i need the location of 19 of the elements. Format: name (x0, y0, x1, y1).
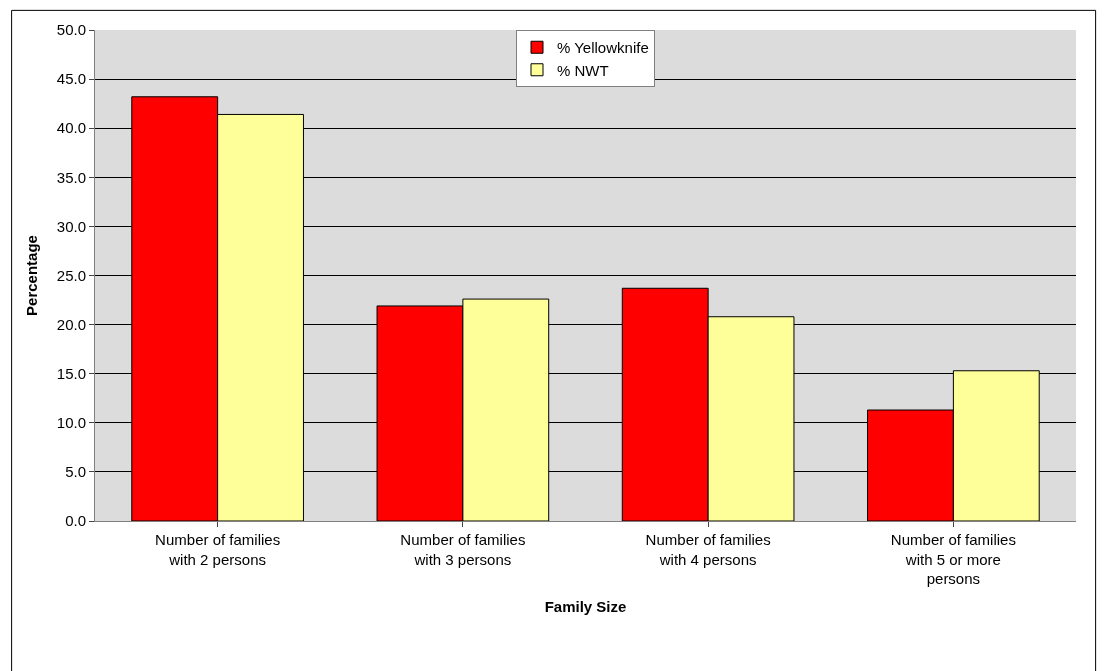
y-tick-label: 15.0 (56, 364, 86, 382)
legend-label: % NWT (557, 61, 609, 79)
x-axis-title: Family Size (544, 598, 627, 615)
y-tick-label: 10.0 (56, 414, 86, 432)
y-tick-label: 0.0 (65, 512, 86, 530)
y-tick-label: 35.0 (56, 168, 86, 186)
x-tick-label: Number of families with 2 persons (155, 531, 281, 568)
legend-label: % Yellowknife (557, 39, 649, 57)
x-tick-label: Number of families with 5 or more persons (890, 531, 1016, 587)
y-tick-label: 45.0 (56, 70, 86, 88)
y-tick-label: 40.0 (56, 119, 86, 137)
y-tick-label: 30.0 (56, 217, 86, 235)
y-tick-label: 5.0 (65, 463, 86, 481)
y-tick-label: 25.0 (56, 266, 86, 284)
x-tick-label: Number of families with 3 persons (400, 531, 526, 568)
x-tick-label: Number of families with 4 persons (645, 531, 771, 568)
y-tick-label: 20.0 (56, 315, 86, 333)
y-tick-label: 50.0 (56, 21, 86, 39)
y-axis-title: Percentage (23, 235, 41, 316)
